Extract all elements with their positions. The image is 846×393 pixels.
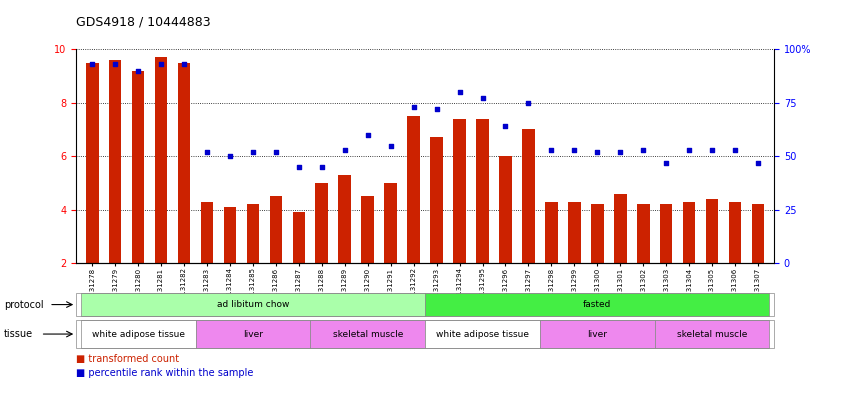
Bar (132, 70, 145, 263)
Text: liver: liver (243, 330, 263, 338)
Point (636, 147, 650, 153)
Point (384, 142, 398, 149)
Bar (683, 202, 695, 263)
Bar (178, 62, 190, 263)
Text: GDS4918 / 10444883: GDS4918 / 10444883 (76, 16, 211, 29)
Bar (660, 204, 673, 263)
Text: ■ percentile rank within the sample: ■ percentile rank within the sample (76, 368, 254, 378)
Bar (545, 202, 558, 263)
Point (659, 160, 673, 166)
Bar (614, 194, 627, 263)
Bar (752, 204, 764, 263)
Point (568, 147, 581, 153)
Point (131, 67, 145, 73)
Bar (223, 207, 236, 263)
Text: white adipose tissue: white adipose tissue (91, 330, 184, 338)
Point (683, 147, 696, 153)
Bar (109, 60, 122, 263)
Point (292, 164, 305, 170)
Point (269, 149, 283, 155)
Bar (453, 119, 466, 263)
Point (522, 99, 536, 106)
Text: protocol: protocol (4, 299, 44, 310)
Bar (247, 204, 259, 263)
Bar (361, 196, 374, 263)
Bar (591, 204, 603, 263)
Point (338, 147, 352, 153)
Point (453, 89, 466, 95)
Bar (706, 199, 718, 263)
Point (430, 106, 443, 112)
Point (315, 164, 328, 170)
Bar (476, 119, 489, 263)
Bar (407, 116, 420, 263)
Bar (338, 175, 351, 263)
Text: tissue: tissue (4, 329, 33, 339)
Text: skeletal muscle: skeletal muscle (677, 330, 747, 338)
Bar (155, 57, 168, 263)
Bar (270, 196, 283, 263)
Point (475, 95, 489, 101)
Point (728, 147, 742, 153)
Point (407, 104, 420, 110)
Text: fasted: fasted (583, 300, 612, 309)
Text: white adipose tissue: white adipose tissue (436, 330, 529, 338)
Point (223, 153, 237, 159)
Text: ad libitum chow: ad libitum chow (217, 300, 289, 309)
Point (108, 61, 122, 67)
Bar (728, 202, 741, 263)
Bar (637, 204, 650, 263)
Bar (293, 213, 305, 263)
Point (706, 147, 719, 153)
Point (178, 61, 191, 67)
Point (613, 149, 627, 155)
Bar (568, 202, 580, 263)
Bar (86, 62, 98, 263)
Point (246, 149, 260, 155)
Point (545, 147, 558, 153)
Bar (522, 129, 535, 263)
Point (85, 61, 99, 67)
Bar (431, 138, 443, 263)
Bar (316, 183, 328, 263)
Point (498, 123, 512, 129)
Point (751, 160, 765, 166)
Point (361, 132, 375, 138)
Bar (384, 183, 397, 263)
Bar (201, 202, 213, 263)
Text: liver: liver (587, 330, 607, 338)
Point (154, 61, 168, 67)
Point (201, 149, 214, 155)
Point (591, 149, 604, 155)
Text: ■ transformed count: ■ transformed count (76, 354, 179, 364)
Text: skeletal muscle: skeletal muscle (332, 330, 403, 338)
Bar (499, 156, 512, 263)
